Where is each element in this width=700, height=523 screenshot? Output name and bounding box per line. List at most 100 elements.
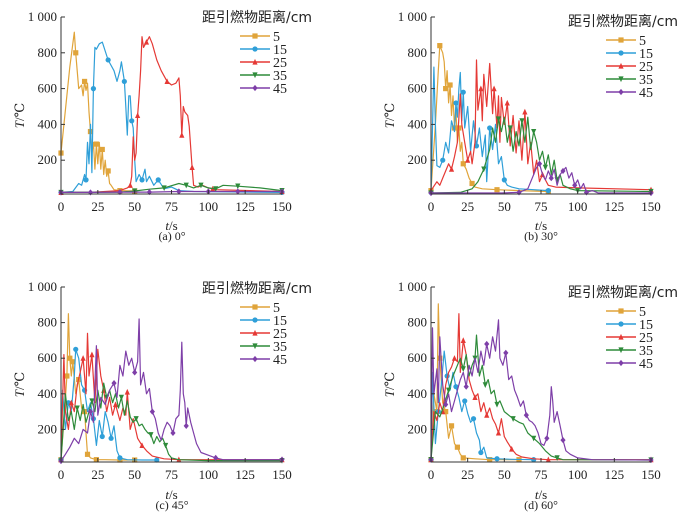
data-point xyxy=(118,394,125,401)
x-tick-label: 100 xyxy=(199,467,219,482)
legend-title: 距引燃物距离/cm xyxy=(568,13,678,30)
data-point xyxy=(453,384,459,390)
legend-item: 5 xyxy=(240,30,280,45)
legend-label: 5 xyxy=(639,305,646,320)
data-point xyxy=(509,445,515,452)
data-point xyxy=(544,435,550,442)
data-point xyxy=(451,355,458,361)
data-point xyxy=(454,444,460,450)
data-point xyxy=(560,167,566,175)
legend-marker xyxy=(252,58,258,65)
y-tick-label: 600 xyxy=(38,350,58,365)
chart-panel-a: 200 400 600 800 1 000 0 25 50 75 100 125 150 t/s T/℃ 距… xyxy=(12,9,312,243)
x-tick-label: 50 xyxy=(498,199,511,214)
chart-panel-d: 200 400 600 800 1 000 0 25 50 75 100 125 150 t/s T/℃ 距… xyxy=(382,279,678,512)
legend-label: 35 xyxy=(273,340,287,355)
legend-marker xyxy=(252,343,258,350)
data-point xyxy=(482,382,488,388)
data-point xyxy=(164,78,170,85)
x-axis-label: t/s xyxy=(535,218,547,233)
data-point xyxy=(154,457,160,463)
x-tick-label: 0 xyxy=(58,199,65,214)
data-point xyxy=(84,451,91,457)
x-axis-symbol: t xyxy=(165,218,169,233)
x-axis-symbol: t xyxy=(535,218,539,233)
legend-marker xyxy=(252,355,258,363)
data-point xyxy=(484,412,490,418)
data-point xyxy=(117,455,123,461)
data-point xyxy=(89,398,95,405)
legend-label: 45 xyxy=(639,86,653,101)
data-point xyxy=(469,180,475,187)
x-axis-symbol: t xyxy=(165,487,169,502)
legend-item: 25 xyxy=(240,56,287,71)
data-point xyxy=(139,177,145,183)
data-point xyxy=(447,82,453,88)
data-point xyxy=(80,355,86,361)
series-line xyxy=(430,59,652,191)
legend-label: 45 xyxy=(639,357,653,372)
data-point xyxy=(127,182,133,188)
data-point xyxy=(453,100,459,106)
data-point xyxy=(507,125,513,132)
panel-caption: (a) 0° xyxy=(158,229,185,243)
legend-item: 25 xyxy=(240,327,287,342)
x-tick-label: 150 xyxy=(641,467,661,482)
y-tick-label: 200 xyxy=(38,421,58,436)
x-tick-label: 150 xyxy=(272,467,292,482)
x-tick-label: 75 xyxy=(165,199,178,214)
data-point xyxy=(437,43,443,49)
data-point xyxy=(73,50,79,56)
x-tick-label: 0 xyxy=(428,199,435,214)
legend-item: 35 xyxy=(606,73,653,88)
data-point xyxy=(463,383,469,390)
y-tick-label: 200 xyxy=(408,421,428,436)
series-line xyxy=(430,313,651,461)
y-axis-symbol: T xyxy=(382,389,397,397)
legend-marker xyxy=(252,317,258,323)
y-tick-label: 1 000 xyxy=(398,9,427,24)
data-point xyxy=(504,99,510,106)
data-point xyxy=(545,456,551,463)
data-point xyxy=(481,166,487,173)
legend-marker xyxy=(252,46,258,52)
series-15 xyxy=(58,41,285,196)
legend-label: 35 xyxy=(273,69,287,84)
legend-label: 35 xyxy=(639,73,653,88)
data-point xyxy=(198,182,204,189)
data-point xyxy=(536,160,543,167)
data-point xyxy=(90,86,97,92)
data-point xyxy=(67,355,73,361)
x-tick-label: 50 xyxy=(128,199,141,214)
data-point xyxy=(495,116,502,123)
legend-item: 15 xyxy=(240,43,287,58)
y-tick-label: 600 xyxy=(408,350,428,365)
x-tick-label: 150 xyxy=(272,199,292,214)
legend-marker xyxy=(618,62,624,69)
legend-marker xyxy=(618,88,624,96)
legend-marker xyxy=(618,308,624,314)
legend-item: 15 xyxy=(606,47,653,62)
legend-marker xyxy=(618,76,624,83)
legend-marker xyxy=(618,333,624,340)
data-point xyxy=(501,177,507,183)
data-point xyxy=(446,387,452,394)
x-tick-label: 25 xyxy=(91,199,104,214)
data-point xyxy=(124,388,130,395)
x-tick-label: 125 xyxy=(235,467,255,482)
data-point xyxy=(443,409,449,415)
y-axis-label: T/℃ xyxy=(382,103,397,128)
data-point xyxy=(83,177,89,183)
series-line xyxy=(60,31,135,192)
legend-marker xyxy=(618,321,624,327)
series-line xyxy=(60,318,282,462)
x-axis-unit: /s xyxy=(538,218,547,233)
data-point xyxy=(522,108,528,115)
data-point xyxy=(531,128,537,135)
data-point xyxy=(183,182,189,189)
data-point xyxy=(462,398,468,404)
series-line xyxy=(430,66,549,193)
